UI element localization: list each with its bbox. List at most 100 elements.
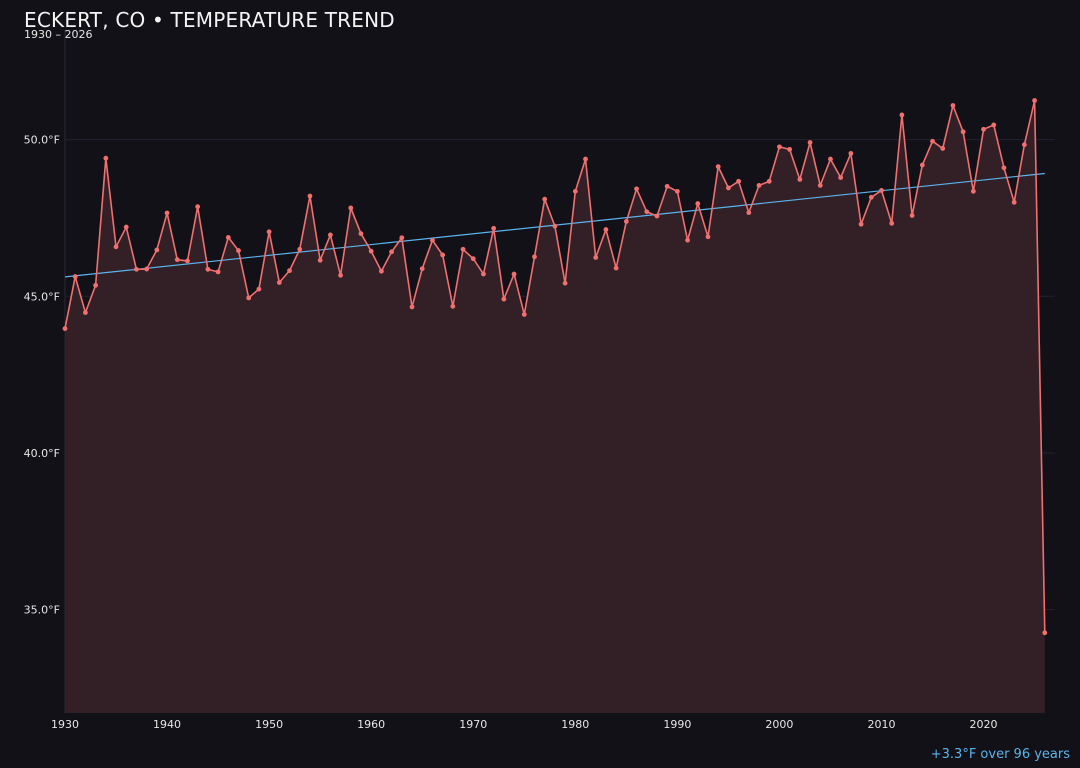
data-point-1939: [154, 247, 160, 253]
data-point-1940: [164, 210, 170, 216]
data-point-1931: [72, 274, 78, 279]
data-point-2022: [1001, 165, 1007, 171]
data-point-1968: [450, 303, 456, 309]
data-point-2011: [889, 220, 895, 226]
data-point-2020: [981, 126, 986, 132]
x-tick-label: 1960: [357, 718, 385, 731]
data-point-1975: [521, 312, 527, 317]
data-point-2013: [909, 213, 915, 218]
data-point-2025: [1032, 98, 1037, 103]
data-point-2003: [807, 140, 813, 145]
data-point-2026: [1042, 630, 1048, 636]
y-tick-label: 50.0°F: [24, 134, 60, 147]
data-point-1947: [236, 248, 241, 253]
data-point-2015: [930, 138, 935, 144]
x-tick-label: 1930: [51, 718, 79, 731]
data-point-1933: [93, 282, 99, 288]
data-point-1949: [256, 286, 262, 292]
data-point-1942: [185, 258, 190, 264]
x-axis-ticks: 1930 1940 1950 1960 1970 1980 1990 2000 2010 2020: [51, 718, 998, 731]
data-point-1973: [501, 296, 507, 302]
data-point-2002: [797, 177, 803, 182]
data-point-2016: [940, 146, 946, 151]
data-point-1952: [287, 268, 292, 274]
data-point-2007: [848, 151, 854, 156]
data-point-1985: [623, 219, 629, 224]
data-point-1991: [685, 237, 690, 243]
data-point-1978: [552, 223, 558, 229]
data-point-1938: [144, 266, 150, 272]
data-point-1963: [399, 235, 405, 241]
data-point-1983: [603, 227, 609, 232]
data-point-1989: [664, 183, 670, 189]
data-point-2004: [817, 182, 823, 188]
data-point-2024: [1021, 142, 1027, 148]
data-point-1943: [195, 204, 201, 210]
data-point-2023: [1011, 199, 1017, 205]
data-point-1953: [297, 246, 303, 252]
data-point-1967: [440, 252, 446, 258]
data-point-1959: [358, 231, 364, 237]
data-point-1986: [634, 186, 639, 192]
data-point-2006: [838, 175, 844, 180]
data-point-1957: [338, 272, 343, 278]
data-point-1988: [654, 213, 660, 219]
area-fill-layer: [65, 100, 1045, 714]
data-point-1977: [542, 196, 548, 202]
data-point-1932: [83, 310, 88, 315]
data-point-1969: [460, 246, 466, 252]
x-tick-label: 1940: [153, 718, 181, 731]
data-point-2005: [828, 156, 833, 162]
data-point-2001: [787, 146, 793, 152]
data-point-1954: [307, 193, 313, 199]
data-point-2010: [879, 188, 884, 193]
data-point-1999: [766, 178, 772, 184]
data-point-1976: [532, 254, 537, 260]
data-point-2019: [970, 188, 976, 194]
data-point-1994: [715, 164, 721, 170]
data-point-1944: [205, 266, 211, 272]
data-point-1948: [246, 295, 252, 301]
y-tick-label: 35.0°F: [24, 604, 60, 617]
data-point-1964: [409, 304, 415, 310]
y-axis-ticks: 35.0°F 40.0°F 45.0°F 50.0°F: [24, 134, 60, 617]
chart-subtitle: 1930 – 2026: [24, 28, 93, 41]
data-point-1980: [572, 188, 578, 194]
data-point-1966: [430, 237, 435, 243]
x-tick-label: 1990: [663, 718, 691, 731]
trend-summary-annotation: +3.3°F over 96 years: [930, 747, 1070, 762]
data-point-1965: [419, 266, 425, 272]
data-point-1992: [695, 201, 701, 206]
data-point-1934: [103, 155, 109, 161]
temperature-series-layer: [62, 98, 1048, 636]
x-tick-label: 2010: [867, 718, 895, 731]
data-point-1936: [123, 224, 129, 230]
data-point-1961: [378, 268, 384, 274]
data-point-1945: [215, 269, 221, 275]
data-point-1946: [225, 235, 231, 240]
y-tick-label: 45.0°F: [24, 290, 60, 303]
data-point-1972: [491, 225, 497, 231]
data-point-1970: [470, 256, 476, 262]
data-point-1990: [674, 188, 680, 194]
data-point-1993: [705, 234, 711, 240]
data-point-1971: [481, 271, 486, 277]
data-point-1960: [368, 248, 374, 254]
data-point-1930: [62, 326, 68, 331]
data-point-1958: [348, 205, 354, 211]
data-point-1956: [327, 232, 333, 238]
data-point-2008: [858, 221, 864, 227]
x-tick-label: 1980: [561, 718, 589, 731]
area-fill: [65, 100, 1045, 714]
data-point-2014: [919, 162, 925, 168]
data-point-1982: [593, 255, 599, 260]
data-point-1979: [562, 280, 568, 286]
x-tick-label: 2020: [970, 718, 998, 731]
y-tick-label: 40.0°F: [24, 447, 60, 460]
data-point-1997: [746, 210, 752, 216]
x-tick-label: 1970: [459, 718, 487, 731]
data-point-2000: [777, 144, 782, 150]
data-point-1974: [511, 271, 517, 277]
data-point-1951: [276, 280, 282, 285]
